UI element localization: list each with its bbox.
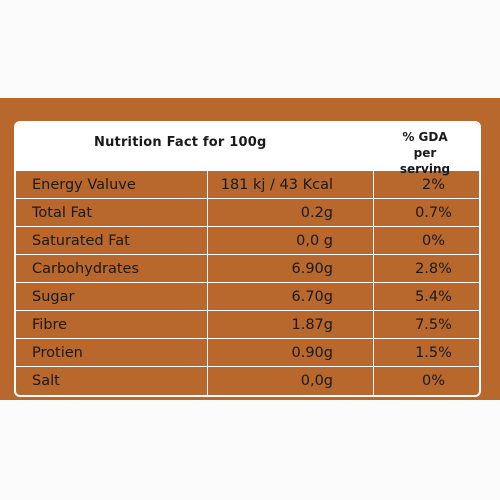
nutrient-name: Fibre — [32, 316, 68, 333]
nutrient-gda: 1.5% — [373, 339, 479, 366]
nutrition-row: Protien 0.90g 1.5% — [16, 339, 479, 367]
nutrition-header: Nutrition Fact for 100g % GDA per servin… — [16, 123, 479, 176]
nutrient-name: Salt — [32, 373, 60, 389]
nutrient-gda: 7.5% — [373, 311, 479, 338]
gda-header: % GDA per serving — [390, 129, 460, 177]
nutrient-name: Energy Valuve — [32, 176, 136, 193]
nutrient-name: Protien — [32, 344, 83, 361]
nutrient-amount: 181 kj / 43 Kcal — [207, 171, 373, 198]
nutrient-gda: 2% — [373, 171, 479, 198]
nutrition-row: Salt 0,0g 0% — [16, 367, 479, 395]
nutrient-gda: 2.8% — [373, 255, 479, 282]
nutrient-name: Carbohydrates — [32, 260, 140, 277]
nutrient-name: Saturated Fat — [32, 232, 130, 249]
nutrient-gda: 0% — [373, 367, 479, 395]
nutrient-amount: 6.70g — [207, 283, 373, 310]
nutrient-name: Total Fat — [32, 204, 93, 221]
gda-header-line1: % GDA — [402, 130, 448, 144]
nutrition-row: Saturated Fat 0,0 g 0% — [16, 227, 479, 255]
nutrient-gda: 0% — [373, 227, 479, 254]
nutrient-name: Sugar — [32, 288, 75, 305]
nutrition-row: Sugar 6.70g 5.4% — [16, 283, 479, 311]
nutrient-amount: 0.90g — [207, 339, 373, 366]
nutrient-gda: 5.4% — [373, 283, 479, 310]
nutrient-amount: 0,0g — [207, 367, 373, 395]
nutrient-amount: 1.87g — [207, 311, 373, 338]
nutrient-amount: 0,0 g — [207, 227, 373, 254]
nutrition-row: Energy Valuve 181 kj / 43 Kcal 2% — [16, 171, 479, 199]
nutrition-row: Fibre 1.87g 7.5% — [16, 311, 479, 339]
nutrient-amount: 0.2g — [207, 199, 373, 226]
nutrition-rows: Energy Valuve 181 kj / 43 Kcal 2% Total … — [16, 171, 479, 395]
gda-header-line2: per serving — [399, 146, 451, 176]
nutrition-row: Carbohydrates 6.90g 2.8% — [16, 255, 479, 283]
nutrient-amount: 6.90g — [207, 255, 373, 282]
nutrition-title: Nutrition Fact for 100g — [94, 135, 267, 150]
nutrition-row: Total Fat 0.2g 0.7% — [16, 199, 479, 227]
nutrient-gda: 0.7% — [373, 199, 479, 226]
nutrition-label: Nutrition Fact for 100g % GDA per servin… — [14, 121, 481, 397]
